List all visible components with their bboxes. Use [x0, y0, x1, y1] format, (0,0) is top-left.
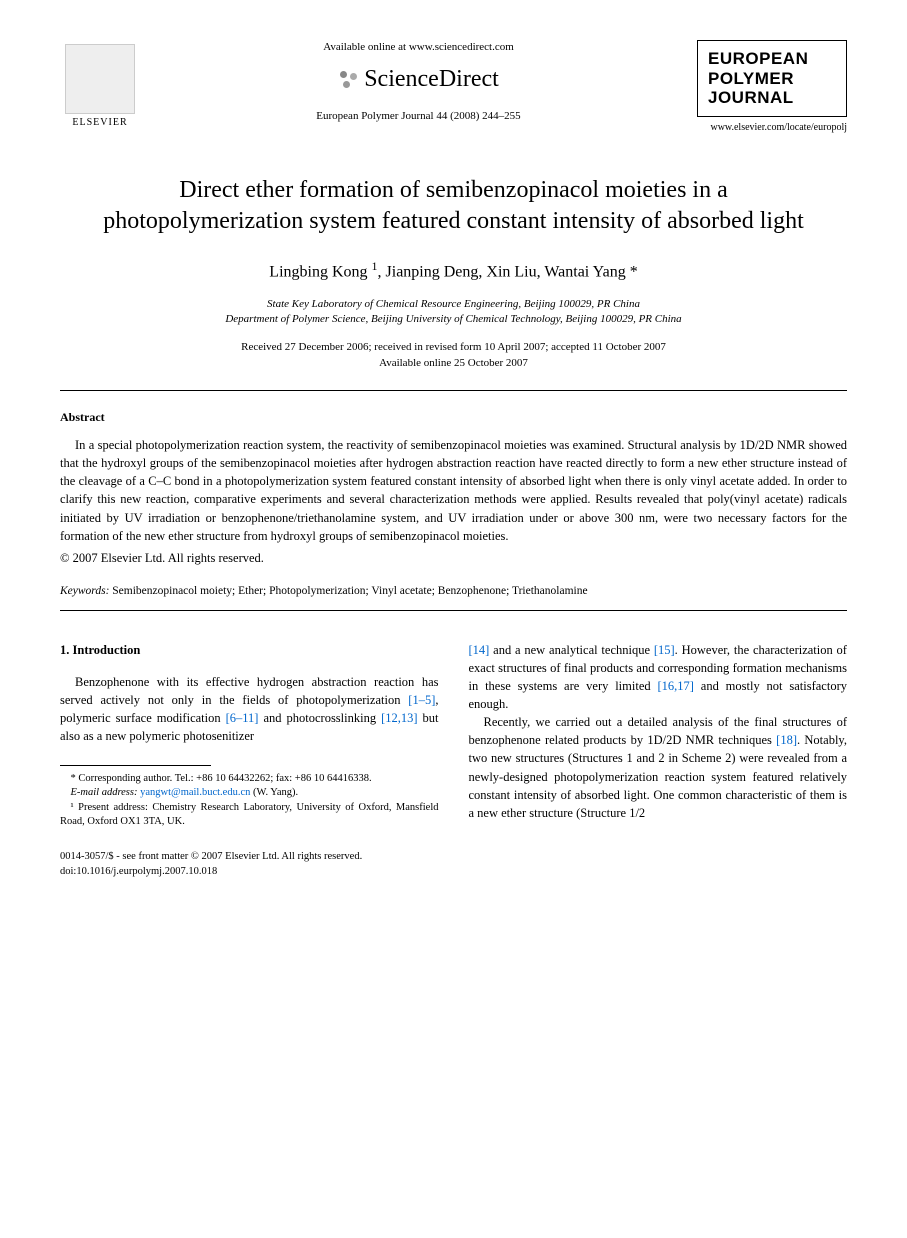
journal-logo-line3: JOURNAL — [708, 88, 836, 108]
affiliations: State Key Laboratory of Chemical Resourc… — [60, 297, 847, 328]
footnote-corresponding: * Corresponding author. Tel.: +86 10 644… — [60, 772, 439, 786]
keywords-block: Keywords: Semibenzopinacol moiety; Ether… — [60, 583, 847, 600]
footer-metadata: 0014-3057/$ - see front matter © 2007 El… — [60, 849, 847, 879]
sciencedirect-dots-icon — [338, 69, 358, 89]
journal-reference: European Polymer Journal 44 (2008) 244–2… — [160, 109, 677, 125]
platform-name: ScienceDirect — [364, 62, 499, 97]
page-header: ELSEVIER Available online at www.science… — [60, 40, 847, 135]
email-link[interactable]: yangwt@mail.buct.edu.cn — [140, 787, 250, 798]
elsevier-tree-icon — [65, 44, 135, 114]
affiliation-line: Department of Polymer Science, Beijing U… — [60, 312, 847, 327]
paragraph: Benzophenone with its effective hydrogen… — [60, 673, 439, 746]
right-column: [14] and a new analytical technique [15]… — [469, 641, 848, 829]
email-attribution: (W. Yang). — [250, 787, 298, 798]
dates-online: Available online 25 October 2007 — [60, 356, 847, 372]
abstract-copyright: © 2007 Elsevier Ltd. All rights reserved… — [60, 549, 847, 567]
paragraph: [14] and a new analytical technique [15]… — [469, 641, 848, 714]
article-dates: Received 27 December 2006; received in r… — [60, 340, 847, 372]
citation-link[interactable]: [16,17] — [657, 679, 693, 693]
publisher-name: ELSEVIER — [72, 116, 127, 131]
dates-received: Received 27 December 2006; received in r… — [60, 340, 847, 356]
divider — [60, 390, 847, 391]
author: Wantai Yang — [544, 263, 625, 280]
journal-logo-line2: POLYMER — [708, 69, 836, 89]
left-column: 1. Introduction Benzophenone with its ef… — [60, 641, 439, 829]
platform-logo: ScienceDirect — [160, 62, 677, 97]
citation-link[interactable]: [18] — [776, 733, 797, 747]
body-columns: 1. Introduction Benzophenone with its ef… — [60, 641, 847, 829]
email-label: E-mail address: — [71, 787, 138, 798]
paragraph: Recently, we carried out a detailed anal… — [469, 713, 848, 822]
center-header: Available online at www.sciencedirect.co… — [140, 40, 697, 125]
footnote-present-address: ¹ Present address: Chemistry Research La… — [60, 801, 439, 829]
journal-logo-box: EUROPEAN POLYMER JOURNAL — [697, 40, 847, 117]
footnote-separator — [60, 765, 211, 766]
citation-link[interactable]: [1–5] — [408, 693, 435, 707]
citation-link[interactable]: [15] — [654, 643, 675, 657]
footnote-email: E-mail address: yangwt@mail.buct.edu.cn … — [60, 786, 439, 800]
keywords-text: Semibenzopinacol moiety; Ether; Photopol… — [109, 585, 587, 597]
journal-logo-block: EUROPEAN POLYMER JOURNAL www.elsevier.co… — [697, 40, 847, 135]
publisher-logo: ELSEVIER — [60, 40, 140, 130]
author: Lingbing Kong — [269, 263, 367, 280]
abstract-heading: Abstract — [60, 409, 847, 426]
article-title: Direct ether formation of semibenzopinac… — [80, 175, 827, 237]
journal-logo-line1: EUROPEAN — [708, 49, 836, 69]
citation-link[interactable]: [6–11] — [226, 711, 259, 725]
affiliation-line: State Key Laboratory of Chemical Resourc… — [60, 297, 847, 312]
issn-line: 0014-3057/$ - see front matter © 2007 El… — [60, 849, 847, 864]
author: Jianping Deng — [386, 263, 479, 280]
section-heading: 1. Introduction — [60, 641, 439, 659]
doi-line: doi:10.1016/j.eurpolymj.2007.10.018 — [60, 864, 847, 879]
keywords-label: Keywords: — [60, 585, 109, 597]
journal-url: www.elsevier.com/locate/europolj — [710, 121, 847, 136]
authors-list: Lingbing Kong 1, Jianping Deng, Xin Liu,… — [60, 258, 847, 284]
author: Xin Liu — [486, 263, 536, 280]
available-online-text: Available online at www.sciencedirect.co… — [160, 40, 677, 56]
citation-link[interactable]: [14] — [469, 643, 490, 657]
divider — [60, 610, 847, 611]
citation-link[interactable]: [12,13] — [381, 711, 417, 725]
abstract-text: In a special photopolymerization reactio… — [60, 436, 847, 545]
